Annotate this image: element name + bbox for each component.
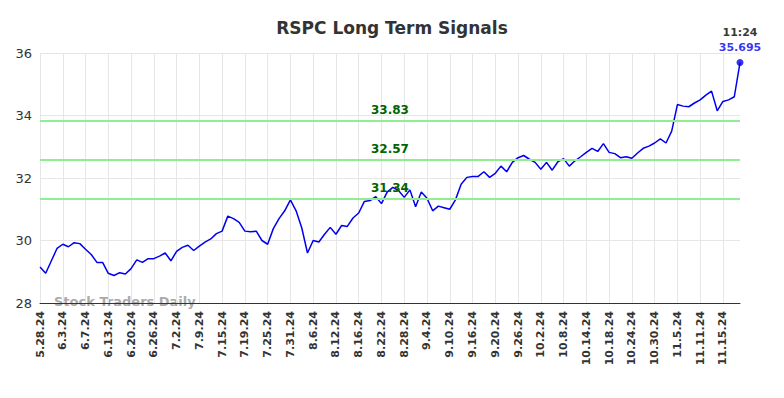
svg-text:10.18.24: 10.18.24 <box>603 311 616 366</box>
svg-text:8.16.24: 8.16.24 <box>352 311 365 358</box>
svg-text:33.83: 33.83 <box>371 103 409 117</box>
svg-text:5.28.24: 5.28.24 <box>34 311 47 358</box>
svg-text:11.15.24: 11.15.24 <box>716 311 729 366</box>
svg-text:6.7.24: 6.7.24 <box>79 311 92 350</box>
svg-text:7.15.24: 7.15.24 <box>216 311 229 358</box>
svg-text:10.8.24: 10.8.24 <box>557 311 570 358</box>
svg-text:9.16.24: 9.16.24 <box>466 311 479 358</box>
svg-text:9.26.24: 9.26.24 <box>512 311 525 358</box>
svg-text:8.6.24: 8.6.24 <box>307 311 320 350</box>
svg-text:6.20.24: 6.20.24 <box>125 311 138 358</box>
svg-text:36: 36 <box>15 46 32 61</box>
svg-text:35.695: 35.695 <box>719 41 761 54</box>
svg-text:RSPC Long Term Signals: RSPC Long Term Signals <box>276 18 508 38</box>
svg-text:Stock Traders Daily: Stock Traders Daily <box>54 294 196 309</box>
svg-text:9.20.24: 9.20.24 <box>489 311 502 358</box>
svg-text:10.2.24: 10.2.24 <box>534 311 547 358</box>
svg-text:30: 30 <box>15 233 32 248</box>
svg-text:6.13.24: 6.13.24 <box>102 311 115 358</box>
svg-text:10.24.24: 10.24.24 <box>625 311 638 366</box>
svg-text:9.10.24: 9.10.24 <box>443 311 456 358</box>
svg-text:11.11.24: 11.11.24 <box>694 311 707 366</box>
svg-text:11.5.24: 11.5.24 <box>671 311 684 358</box>
svg-text:7.19.24: 7.19.24 <box>238 311 251 358</box>
svg-text:10.30.24: 10.30.24 <box>648 311 661 366</box>
svg-text:8.12.24: 8.12.24 <box>329 311 342 358</box>
svg-text:11:24: 11:24 <box>722 26 757 39</box>
svg-text:7.9.24: 7.9.24 <box>193 311 206 350</box>
svg-text:28: 28 <box>15 296 32 311</box>
svg-text:9.4.24: 9.4.24 <box>420 311 433 350</box>
svg-text:31.34: 31.34 <box>371 181 409 195</box>
svg-text:34: 34 <box>15 108 32 123</box>
svg-text:7.2.24: 7.2.24 <box>170 311 183 350</box>
svg-text:32.57: 32.57 <box>371 142 409 156</box>
svg-text:8.28.24: 8.28.24 <box>398 311 411 358</box>
svg-text:6.26.24: 6.26.24 <box>147 311 160 358</box>
svg-text:10.14.24: 10.14.24 <box>580 311 593 366</box>
svg-text:8.22.24: 8.22.24 <box>375 311 388 358</box>
svg-text:6.3.24: 6.3.24 <box>56 311 69 350</box>
svg-text:32: 32 <box>15 171 32 186</box>
svg-text:7.25.24: 7.25.24 <box>261 311 274 358</box>
svg-text:7.31.24: 7.31.24 <box>284 311 297 358</box>
